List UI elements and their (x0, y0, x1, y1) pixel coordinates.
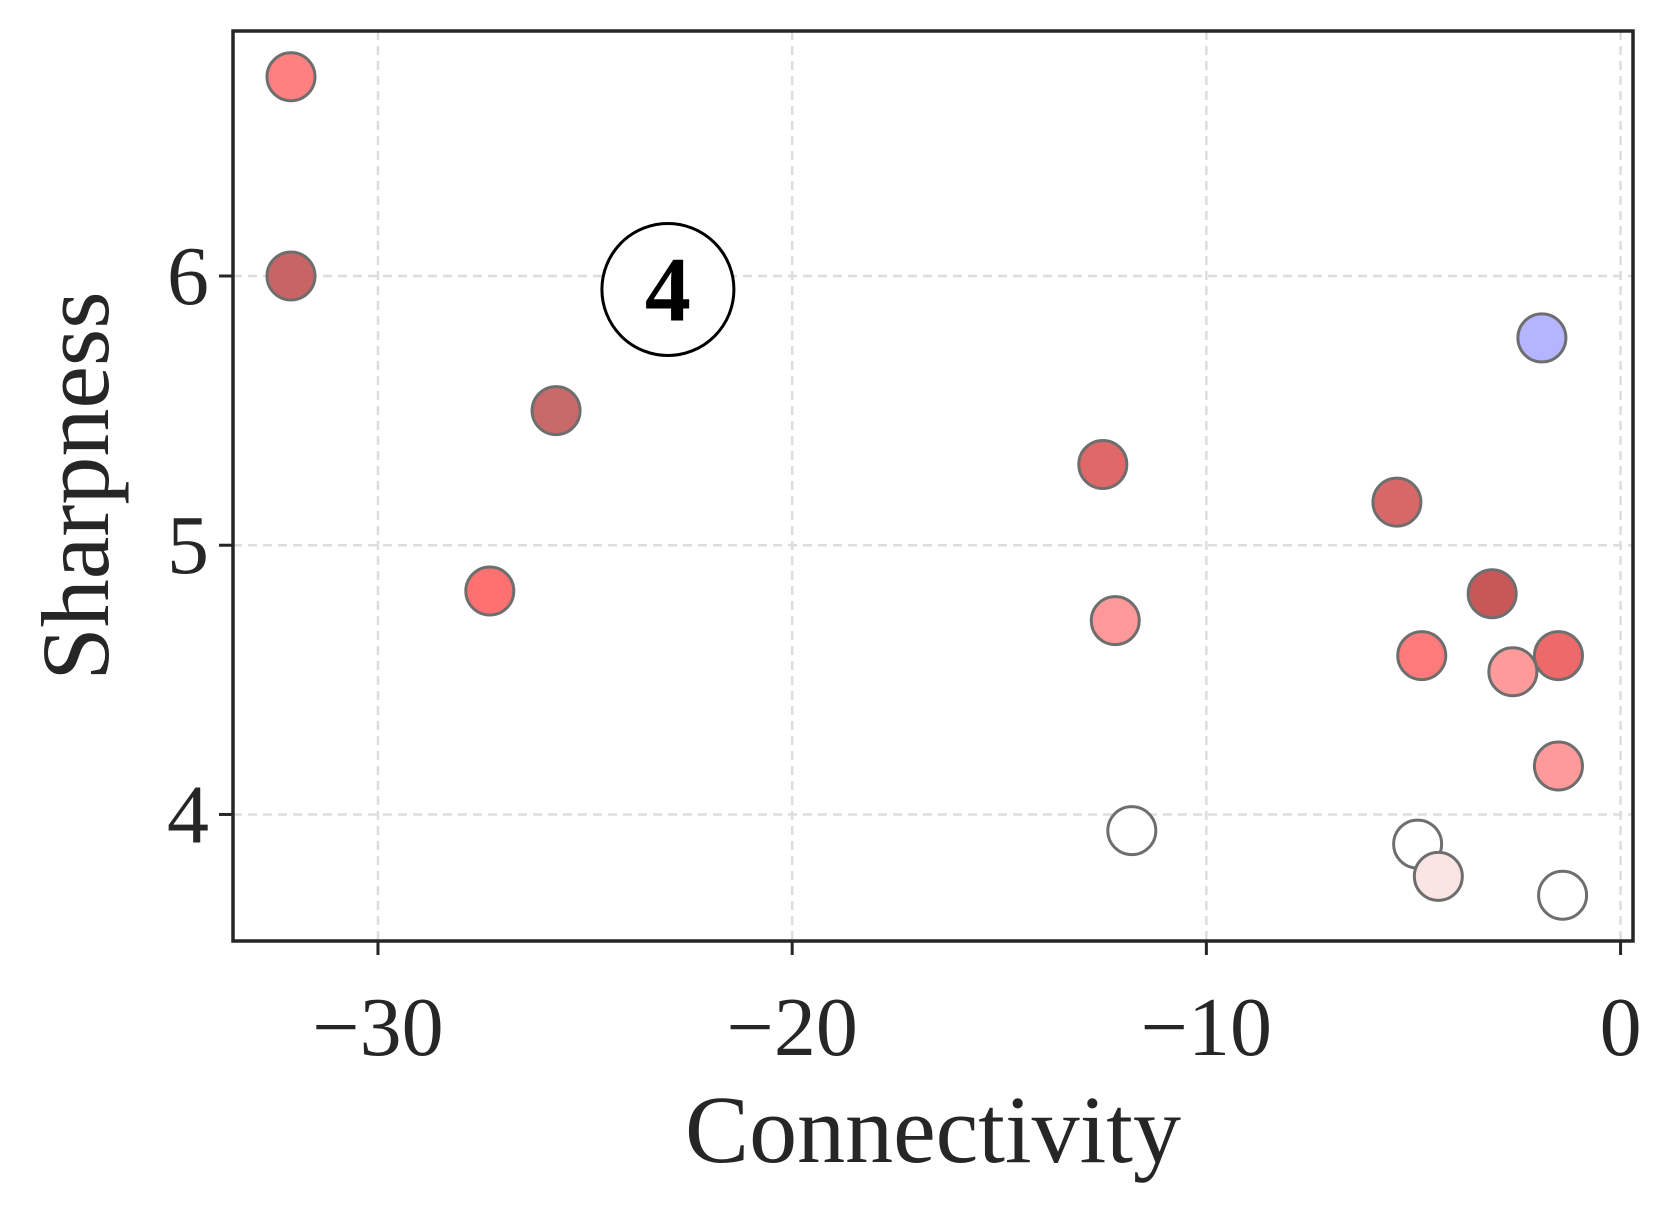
data-point (1532, 740, 1584, 792)
x-tick-label: −20 (726, 981, 857, 1074)
data-point (530, 385, 582, 437)
data-point (1089, 595, 1141, 647)
data-point (1106, 805, 1158, 857)
annotation-text: 4 (645, 238, 691, 340)
y-tick-label: 5 (167, 499, 209, 592)
grid (233, 31, 1633, 941)
annotation-circle (600, 221, 736, 357)
y-tick-label: 6 (167, 230, 209, 323)
data-point (464, 565, 516, 617)
annotation-badge: 4 (600, 221, 736, 357)
y-axis-label: Sharpness (22, 291, 129, 680)
data-point (1412, 850, 1464, 902)
data-point (265, 250, 317, 302)
data-point (1532, 630, 1584, 682)
data-point (1516, 312, 1568, 364)
x-tick-label: −30 (312, 981, 443, 1074)
plot-frame (231, 29, 1635, 943)
data-point (265, 51, 317, 103)
y-tick-label: 4 (167, 768, 209, 861)
x-ticks: −30 −20 −10 0 (312, 941, 1642, 1074)
data-point (1371, 476, 1423, 528)
data-point (1537, 869, 1589, 921)
data-point (1466, 568, 1518, 620)
data-point (1077, 438, 1129, 490)
x-axis-label: Connectivity (685, 1076, 1181, 1183)
data-point (1487, 646, 1539, 698)
data-points (265, 51, 1589, 921)
y-ticks: 4 5 6 (167, 230, 233, 861)
x-tick-label: −10 (1141, 981, 1272, 1074)
x-tick-label: 0 (1600, 981, 1642, 1074)
data-point (1396, 630, 1448, 682)
